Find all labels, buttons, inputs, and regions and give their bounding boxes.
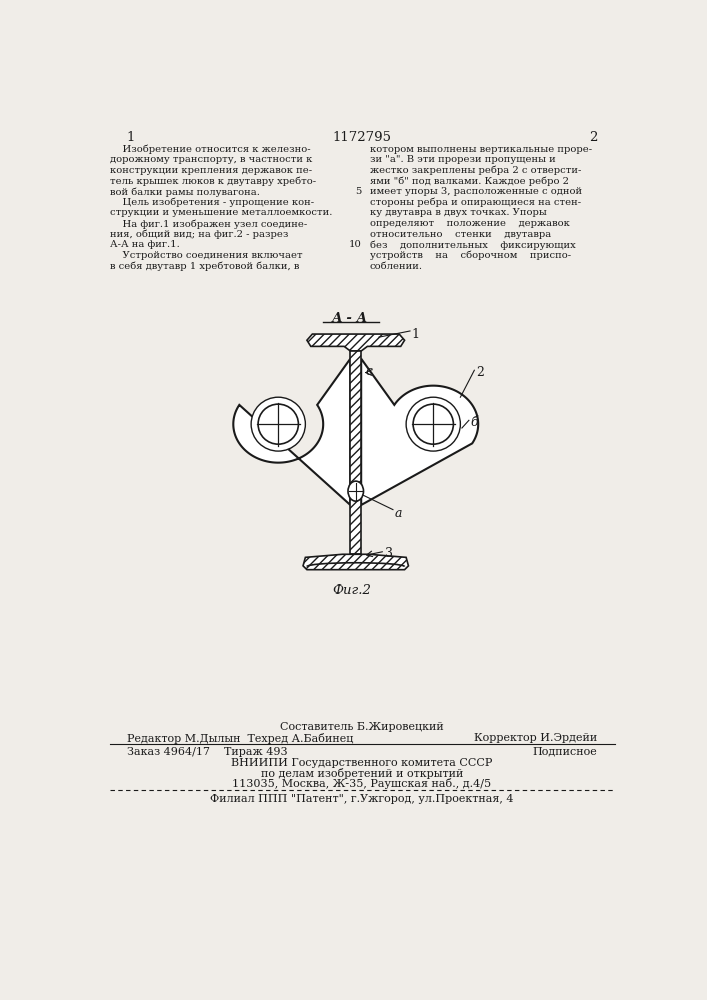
- Text: соблении.: соблении.: [370, 262, 423, 271]
- Text: без    дополнительных    фиксирующих: без дополнительных фиксирующих: [370, 240, 575, 250]
- Text: ями "б" под валками. Каждое ребро 2: ями "б" под валками. Каждое ребро 2: [370, 177, 568, 186]
- Text: 113035, Москва, Ж-35, Раушская наб., д.4/5: 113035, Москва, Ж-35, Раушская наб., д.4…: [233, 778, 491, 789]
- Text: зи "а". В эти прорези пропущены и: зи "а". В эти прорези пропущены и: [370, 155, 556, 164]
- Text: Подписное: Подписное: [533, 747, 597, 757]
- Text: Филиал ППП "Патент", г.Ужгород, ул.Проектная, 4: Филиал ППП "Патент", г.Ужгород, ул.Проек…: [210, 794, 514, 804]
- Text: стороны ребра и опирающиеся на стен-: стороны ребра и опирающиеся на стен-: [370, 198, 581, 207]
- Ellipse shape: [348, 481, 363, 501]
- Text: определяют    положение    державок: определяют положение державок: [370, 219, 570, 228]
- Text: ку двутавра в двух точках. Упоры: ку двутавра в двух точках. Упоры: [370, 208, 547, 217]
- Text: имеет упоры 3, расположенные с одной: имеет упоры 3, расположенные с одной: [370, 187, 582, 196]
- Polygon shape: [307, 334, 404, 351]
- Text: жестко закреплены ребра 2 с отверсти-: жестко закреплены ребра 2 с отверсти-: [370, 166, 581, 175]
- Polygon shape: [361, 359, 478, 505]
- Circle shape: [406, 397, 460, 451]
- Text: котором выполнены вертикальные прорe-: котором выполнены вертикальные прорe-: [370, 145, 592, 154]
- Text: 10: 10: [349, 240, 361, 249]
- Text: 2: 2: [590, 131, 598, 144]
- Text: относительно    стенки    двутавра: относительно стенки двутавра: [370, 230, 551, 239]
- Text: по делам изобретений и открытий: по делам изобретений и открытий: [261, 768, 463, 779]
- Text: Цель изобретения - упрощение кон-: Цель изобретения - упрощение кон-: [110, 198, 314, 207]
- Text: вой балки рамы полувагона.: вой балки рамы полувагона.: [110, 187, 260, 197]
- Text: ВНИИПИ Государственного комитета СССР: ВНИИПИ Государственного комитета СССР: [231, 758, 493, 768]
- Text: А - А: А - А: [332, 312, 368, 326]
- Text: с: с: [365, 365, 372, 378]
- Text: 3: 3: [385, 547, 393, 560]
- Text: Составитель Б.Жировецкий: Составитель Б.Жировецкий: [280, 722, 444, 732]
- Polygon shape: [233, 359, 351, 505]
- Text: На фиг.1 изображен узел соедине-: На фиг.1 изображен узел соедине-: [110, 219, 308, 229]
- Text: ния, общий вид; на фиг.2 - разрез: ния, общий вид; на фиг.2 - разрез: [110, 230, 288, 239]
- Text: 2: 2: [476, 366, 484, 379]
- Bar: [351, 351, 361, 554]
- Circle shape: [413, 404, 453, 444]
- Text: устройств    на    сборочном    приспо-: устройств на сборочном приспо-: [370, 251, 571, 260]
- Text: б: б: [470, 416, 478, 429]
- Text: Редактор М.Дылын  Техред А.Бабинец: Редактор М.Дылын Техред А.Бабинец: [127, 733, 354, 744]
- Polygon shape: [303, 554, 409, 570]
- Text: в себя двутавр 1 хребтовой балки, в: в себя двутавр 1 хребтовой балки, в: [110, 262, 300, 271]
- Text: дорожному транспорту, в частности к: дорожному транспорту, в частности к: [110, 155, 312, 164]
- Text: Корректор И.Эрдейи: Корректор И.Эрдейи: [474, 733, 597, 743]
- Text: а: а: [395, 507, 402, 520]
- Text: 1172795: 1172795: [332, 131, 392, 144]
- Text: струкции и уменьшение металлоемкости.: струкции и уменьшение металлоемкости.: [110, 208, 332, 217]
- Text: Изобретение относится к железно-: Изобретение относится к железно-: [110, 145, 310, 154]
- Text: конструкции крепления державок пе-: конструкции крепления державок пе-: [110, 166, 312, 175]
- Text: Фuг.2: Фuг.2: [332, 584, 371, 597]
- Text: 1: 1: [411, 328, 419, 341]
- Text: А-А на фиг.1.: А-А на фиг.1.: [110, 240, 180, 249]
- Text: тель крышек люков к двутавру хребто-: тель крышек люков к двутавру хребто-: [110, 177, 316, 186]
- Text: Устройство соединения включает: Устройство соединения включает: [110, 251, 303, 260]
- Circle shape: [251, 397, 305, 451]
- Text: 5: 5: [355, 187, 361, 196]
- Text: 1: 1: [127, 131, 135, 144]
- Circle shape: [258, 404, 298, 444]
- Text: Заказ 4964/17    Тираж 493: Заказ 4964/17 Тираж 493: [127, 747, 288, 757]
